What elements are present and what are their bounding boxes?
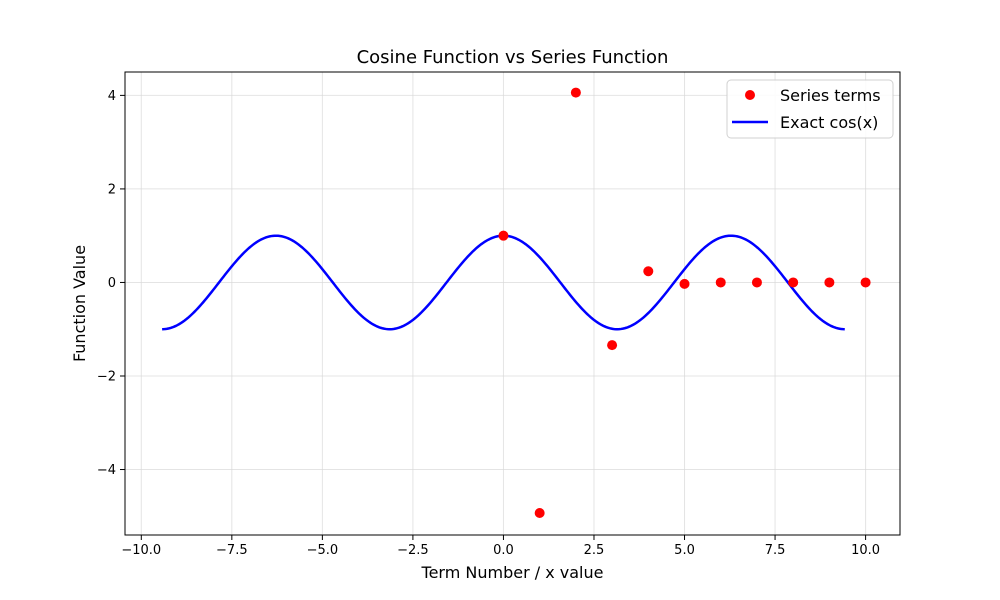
series-term-point xyxy=(860,277,871,288)
x-tick-label: 5.0 xyxy=(674,543,695,558)
x-axis-label: Term Number / x value xyxy=(421,563,604,582)
point-layer xyxy=(498,87,871,519)
tick-layer: −10.0 −7.5 −5.0 −2.5 0.0 2.5 5.0 7.5 10.0 −4 −2 0 2 4 xyxy=(97,89,880,558)
series-term-point xyxy=(607,340,618,351)
legend-box xyxy=(726,79,894,139)
y-tick-label: −4 xyxy=(97,463,116,478)
x-tick-label: 0.0 xyxy=(493,543,514,558)
grid-layer xyxy=(125,72,900,535)
series-term-point xyxy=(643,266,654,277)
x-tick-label: 10.0 xyxy=(851,543,880,558)
x-tick-label: −7.5 xyxy=(216,543,248,558)
legend: Series terms Exact cos(x) xyxy=(726,79,894,139)
x-tick-label: 7.5 xyxy=(765,543,786,558)
series-term-point xyxy=(534,508,545,519)
chart-title: Cosine Function vs Series Function xyxy=(357,47,669,68)
series-term-point xyxy=(679,278,690,289)
legend-marker-series-terms xyxy=(745,90,755,100)
series-term-point xyxy=(570,87,581,98)
series-term-point xyxy=(824,277,835,288)
x-tick-label: 2.5 xyxy=(584,543,605,558)
y-tick-label: 4 xyxy=(108,89,116,104)
x-tick-label: −2.5 xyxy=(397,543,429,558)
y-tick-label: 2 xyxy=(108,182,116,197)
series-term-point xyxy=(751,277,762,288)
series-term-point xyxy=(498,230,509,241)
y-tick-label: −2 xyxy=(97,369,116,384)
y-axis-label: Function Value xyxy=(70,245,89,362)
legend-label-exact-cos: Exact cos(x) xyxy=(780,113,878,132)
legend-label-series-terms: Series terms xyxy=(780,86,881,105)
x-tick-label: −10.0 xyxy=(121,543,161,558)
series-term-point xyxy=(715,277,726,288)
series-term-point xyxy=(788,277,799,288)
plot-frame xyxy=(124,71,901,536)
x-tick-label: −5.0 xyxy=(307,543,339,558)
y-tick-label: 0 xyxy=(108,276,116,291)
